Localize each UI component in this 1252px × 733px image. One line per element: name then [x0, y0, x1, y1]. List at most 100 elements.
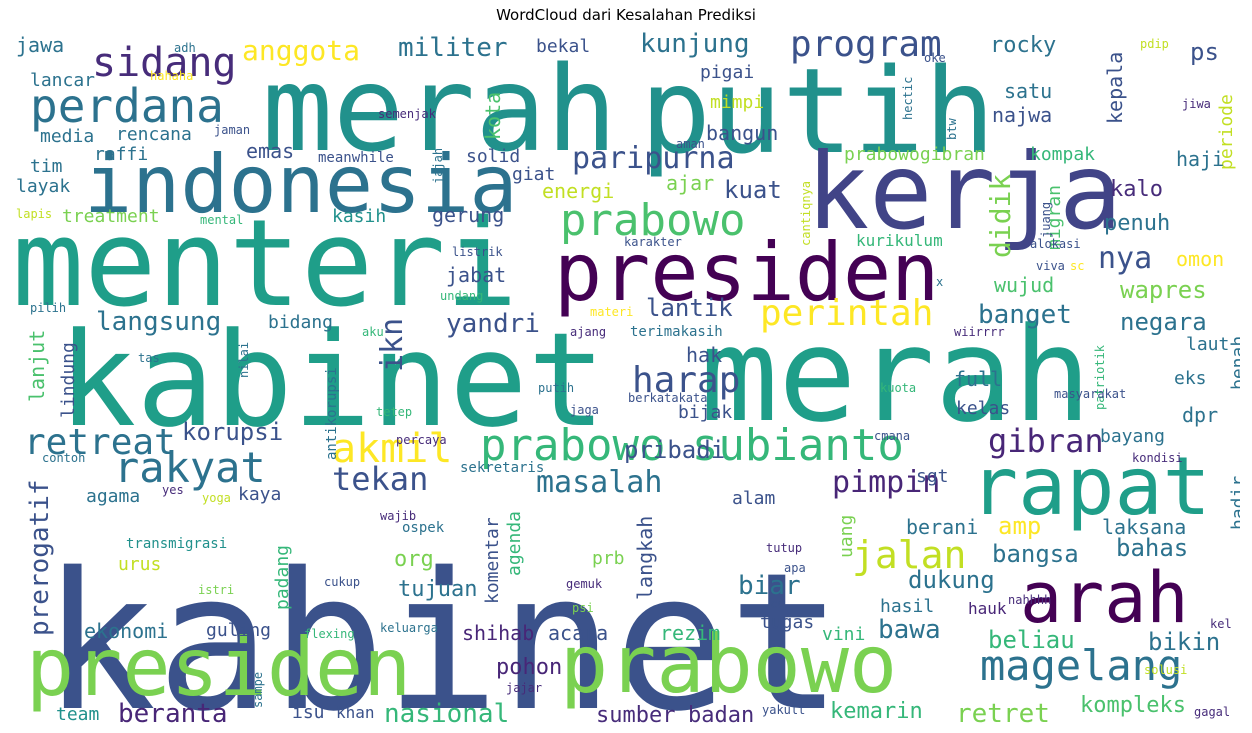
- word-apa: apa: [784, 561, 806, 575]
- word-tekan: tekan: [332, 460, 428, 498]
- word-kuat: kuat: [724, 176, 782, 204]
- word-lanjut: lanjut: [25, 330, 49, 402]
- word-gibran: gibran: [988, 422, 1104, 460]
- word-kuota: kuota: [880, 381, 916, 395]
- word-shihab: shihab: [462, 621, 534, 645]
- word-didik: didik: [984, 174, 1017, 258]
- word-korupsi: korupsi: [182, 418, 283, 446]
- word-istri: istri: [198, 583, 234, 597]
- word-cc: cc: [770, 597, 784, 611]
- word-nasional: nasional: [384, 699, 509, 723]
- word-sampe: sampe: [251, 672, 265, 708]
- word-pohon: pohon: [496, 655, 562, 680]
- word-semenjak: semenjak: [378, 107, 437, 121]
- word-kalo: kalo: [1110, 177, 1163, 202]
- word-kompleks: kompleks: [1080, 693, 1186, 718]
- word-jaman: jaman: [214, 123, 250, 137]
- word-pigai: pigai: [700, 62, 754, 83]
- word-padang: padang: [272, 545, 293, 610]
- word-yoga: yoga: [202, 491, 231, 505]
- word-beliau: beliau: [988, 626, 1075, 654]
- word-uang: uang: [836, 515, 857, 558]
- word-ajar: ajar: [666, 171, 714, 195]
- word-psi: psi: [572, 601, 594, 615]
- word-berani: berani: [906, 515, 978, 539]
- word-dpr: dpr: [1182, 403, 1218, 427]
- word-percaya: percaya: [396, 433, 447, 447]
- word-lancar: lancar: [30, 70, 95, 91]
- word-sc: sc: [1070, 259, 1084, 273]
- word-tim: tim: [30, 156, 63, 177]
- word-rocky: rocky: [990, 33, 1056, 58]
- word-bangun: bangun: [706, 121, 778, 145]
- word-bayang: bayang: [1100, 426, 1165, 447]
- word-giat: giat: [512, 164, 555, 185]
- word-presiden: presiden: [554, 226, 939, 319]
- word-undang: undang: [440, 289, 483, 303]
- word-haji: haji: [1176, 147, 1224, 171]
- word-solid: solid: [466, 146, 520, 167]
- chart-title: WordCloud dari Kesalahan Prediksi: [496, 6, 756, 24]
- word-wiirrrr: wiirrrr: [954, 325, 1005, 339]
- word-terimakasih: terimakasih: [630, 324, 723, 340]
- word-treatment: treatment: [62, 206, 160, 227]
- word-rapat: rapat: [970, 440, 1211, 533]
- word-layak: layak: [16, 176, 70, 197]
- word-komentar: komentar: [482, 517, 503, 604]
- word-nilai: nilai: [237, 342, 251, 378]
- word-cantiqnya: cantiqnya: [799, 181, 813, 246]
- word-laut: laut: [1186, 334, 1229, 355]
- word-gerung: gerung: [432, 203, 504, 227]
- word-migran: migran: [1044, 185, 1065, 250]
- word-militer: militer: [398, 33, 508, 63]
- word-yakult: yakult: [762, 703, 805, 717]
- word-perintah: perintah: [760, 293, 933, 334]
- word-ps: ps: [1190, 38, 1219, 66]
- word-ekonomi: ekonomi: [84, 619, 168, 643]
- word-bawa: bawa: [878, 615, 941, 645]
- word-ospek: ospek: [402, 520, 445, 536]
- word-hectic: hectic: [901, 77, 915, 120]
- word-oke: oke: [924, 51, 946, 65]
- word-tujuan: tujuan: [398, 577, 477, 602]
- word-negara: negara: [1120, 308, 1207, 336]
- word-media: media: [40, 126, 94, 147]
- word-satu: satu: [1004, 79, 1052, 103]
- word-beranta: beranta: [118, 699, 228, 723]
- word-bijak: bijak: [678, 402, 732, 423]
- word-magelang: magelang: [980, 641, 1182, 690]
- word-prabowo: prabowo: [560, 195, 745, 246]
- word-hadir: hadir: [1228, 476, 1240, 530]
- word-agama: agama: [86, 486, 140, 507]
- word-contoh: contoh: [42, 451, 85, 465]
- word-wajib: wajib: [380, 509, 416, 523]
- word-pribadi: pribadi: [624, 436, 725, 464]
- word-kepala: kepala: [1103, 52, 1127, 124]
- word-viva: viva: [1036, 259, 1065, 273]
- word-kasih: kasih: [332, 206, 386, 227]
- word-materi: materi: [590, 305, 633, 319]
- word-kurikulum: kurikulum: [856, 231, 943, 250]
- word-alokasi: alokasi: [1030, 237, 1081, 251]
- word-mimpi: mimpi: [710, 92, 764, 113]
- word-berkatakata: berkatakata: [628, 391, 707, 405]
- word-emas: emas: [246, 139, 294, 163]
- word-kel: kel: [1210, 617, 1232, 631]
- word-dukung: dukung: [908, 566, 995, 594]
- word-sgt: sgt: [916, 466, 949, 487]
- word-lantik: lantik: [646, 294, 733, 322]
- word-yes: yes: [162, 483, 184, 497]
- word-pdip: pdip: [1140, 37, 1169, 51]
- word-aku: aku: [362, 325, 384, 339]
- word-cmana: cmana: [874, 429, 910, 443]
- word-biar: biar: [738, 571, 801, 601]
- word-bikin: bikin: [1148, 628, 1220, 656]
- word-patriotik: patriotik: [1093, 344, 1107, 410]
- word-jajar: jajar: [506, 681, 542, 695]
- word-kaya: kaya: [238, 484, 281, 505]
- word-sidang: sidang: [92, 40, 237, 86]
- word-vini: vini: [822, 624, 865, 645]
- word-org: org: [394, 547, 434, 572]
- word-putih: putih: [640, 42, 995, 180]
- word-najwa: najwa: [992, 103, 1052, 127]
